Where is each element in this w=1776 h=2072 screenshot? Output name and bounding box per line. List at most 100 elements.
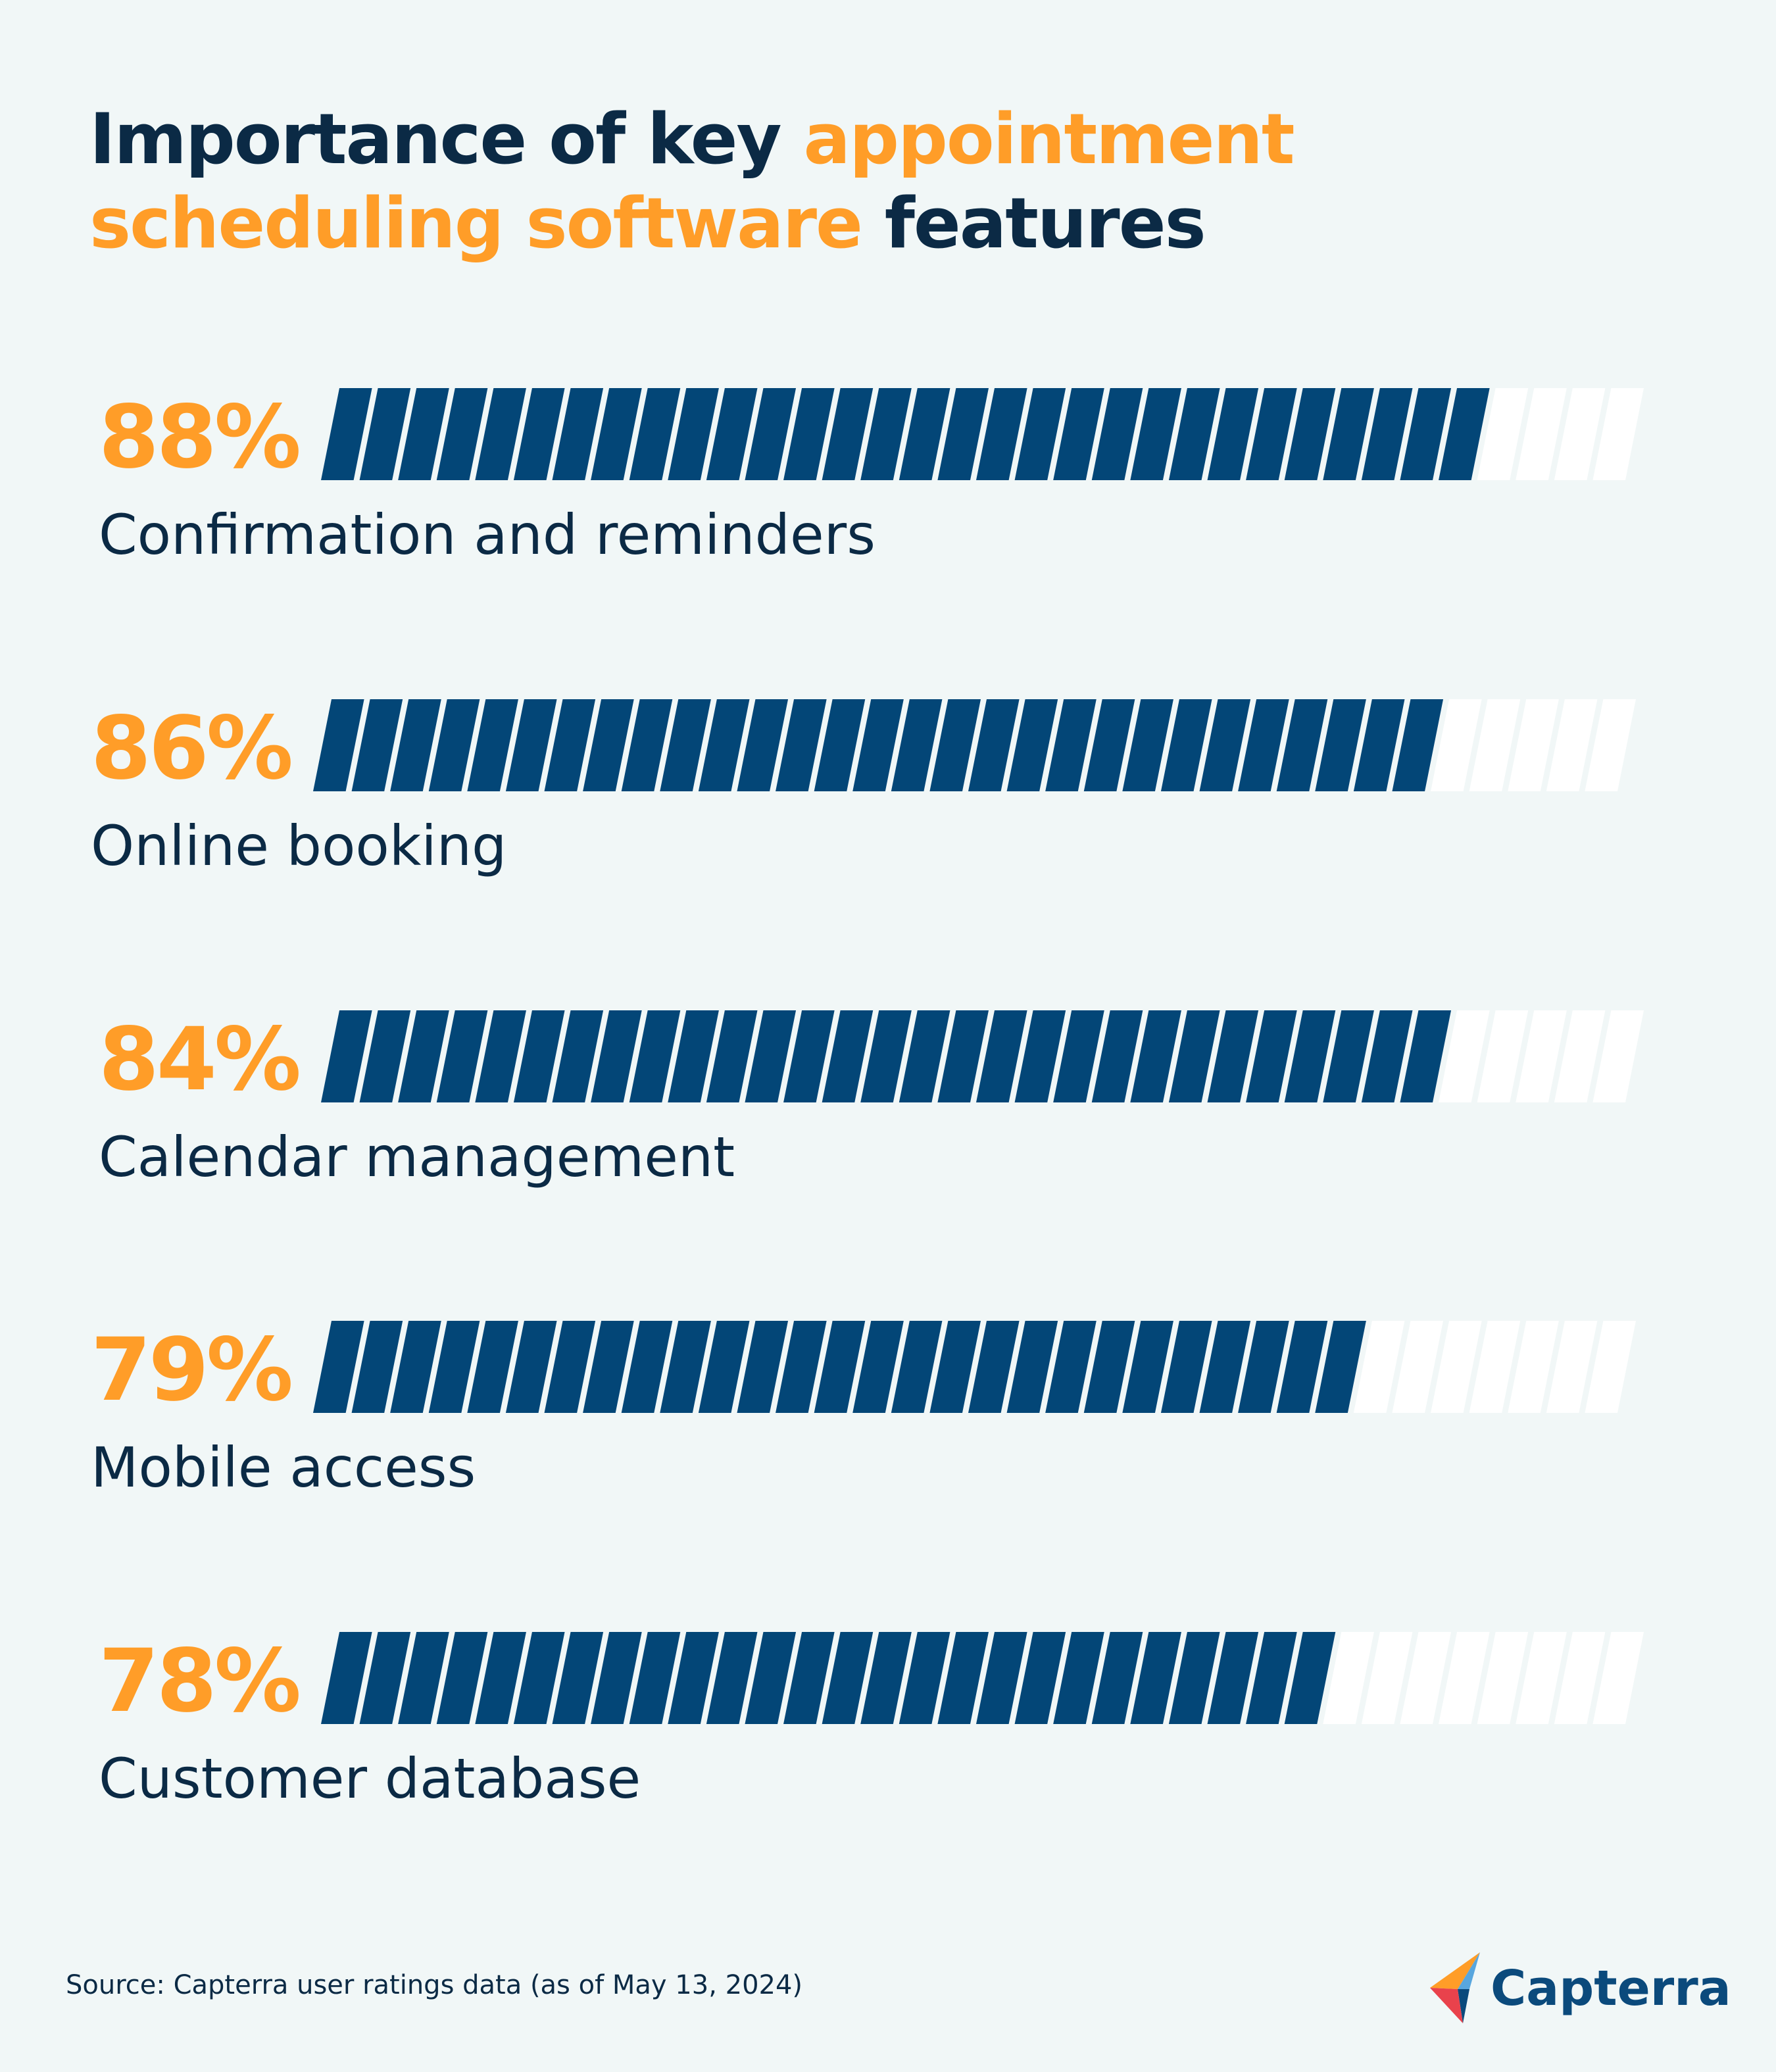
bar-segment-filled [1091,388,1143,480]
bar-segment-filled [976,388,1027,480]
bar-segment-filled [1014,1010,1066,1102]
bar-segment-filled [929,1321,981,1413]
bar-segment-filled [1130,1632,1181,1724]
bar-segment-empty [1477,1632,1529,1724]
bar-segment-filled [1045,1321,1097,1413]
value-label: 84% [99,1009,301,1110]
bar-segment-filled [976,1632,1027,1724]
bar-segment-filled [737,699,789,791]
bar-segment-filled [860,388,912,480]
bar-segment-filled [436,1632,488,1724]
bar-segment-filled [1168,1010,1220,1102]
bar-segment-filled [1284,1632,1336,1724]
bar-segment-filled [544,1321,596,1413]
bar-segment-filled [1276,1321,1328,1413]
bar-segment-empty [1592,388,1644,480]
bar-segment-filled [668,1010,719,1102]
bar [313,699,1636,791]
category-label: Online booking [91,814,507,878]
bar-segment-filled [668,388,719,480]
title-part-1: Importance of key [89,99,804,180]
value-label: 88% [99,387,301,488]
title-part-2: features [861,183,1206,264]
bar-segment-filled [1238,1321,1289,1413]
bar-segment-empty [1477,388,1529,480]
bar-segment-empty [1477,1010,1529,1102]
bar-segment-filled [513,1010,565,1102]
bar-segment-empty [1439,1010,1490,1102]
value-label: 86% [91,698,293,799]
bar-segment-filled [583,699,634,791]
bar-segment-filled [505,1321,557,1413]
bar-segment-empty [1592,1010,1644,1102]
bar-segment-filled [321,1632,372,1724]
bar-segment-empty [1585,699,1636,791]
category-label: Mobile access [91,1435,476,1500]
bar-segment-filled [583,1321,634,1413]
bar-segment-filled [745,1010,797,1102]
bar-segment-filled [1246,1632,1297,1724]
bar-segment-empty [1439,1632,1490,1724]
bar-segment-filled [937,1010,989,1102]
bar-segment-empty [1469,1321,1521,1413]
bar-segment-filled [937,388,989,480]
bar-segment-filled [822,388,874,480]
bar-row: 84% Calendar management [0,1010,1776,1227]
bar-segment-empty [1323,1632,1374,1724]
bar-segment-filled [668,1632,719,1724]
bar-segment-filled [1014,1632,1066,1724]
bar-segment-empty [1469,699,1521,791]
bar-row: 78% Customer database [0,1632,1776,1849]
bar-segment-filled [968,1321,1020,1413]
bar-segment-filled [390,1321,441,1413]
bar-segment-filled [1323,1010,1374,1102]
bar-segment-filled [1284,388,1336,480]
bar-segment-filled [852,699,904,791]
bar-segment-filled [467,1321,518,1413]
category-label: Calendar management [99,1125,735,1189]
bar-segment-filled [436,1010,488,1102]
bar-segment-filled [321,388,372,480]
bar-segment-filled [1400,1010,1452,1102]
bar-segment-filled [1014,388,1066,480]
bar-segment-filled [1122,699,1173,791]
bar-segment-filled [937,1632,989,1724]
bar-segment-filled [475,388,526,480]
bar-segment-filled [1439,388,1490,480]
bar-segment-filled [1053,388,1104,480]
bar-segment-filled [398,1632,449,1724]
bar-segment-filled [745,388,797,480]
bar-segment-empty [1546,1321,1598,1413]
bar-segment-filled [1006,1321,1058,1413]
bar-segment-filled [1353,699,1405,791]
bar-row: 88% Confirmation and reminders [0,388,1776,605]
bar-segment-filled [621,1321,673,1413]
bar-segment-empty [1431,699,1482,791]
bar-segment-filled [1400,388,1452,480]
bar-segment-filled [1122,1321,1173,1413]
bar-segment-filled [860,1632,912,1724]
bar-segment-filled [899,388,950,480]
bar-segment-filled [1361,388,1413,480]
bar-segment-filled [899,1632,950,1724]
bar-segment-filled [1199,699,1251,791]
bar-segment-filled [513,388,565,480]
bar-segment-empty [1392,1321,1444,1413]
bar-segment-filled [1160,1321,1212,1413]
bar-segment-filled [513,1632,565,1724]
capterra-arrow-icon [1430,1952,1480,2023]
bar-segment-filled [814,699,866,791]
bar-segment-filled [1083,699,1135,791]
bar-segment-filled [1160,699,1212,791]
bar-segment-filled [776,699,827,791]
bar-segment-filled [428,1321,480,1413]
bar-segment-filled [1199,1321,1251,1413]
bar-segment-empty [1400,1632,1452,1724]
bar-segment-filled [629,388,681,480]
bar-segment-filled [706,388,758,480]
bar-segment-empty [1508,699,1559,791]
bar-segment-filled [891,1321,943,1413]
bar-segment-filled [1130,1010,1181,1102]
bar-segment-filled [1006,699,1058,791]
bar [313,1321,1636,1413]
